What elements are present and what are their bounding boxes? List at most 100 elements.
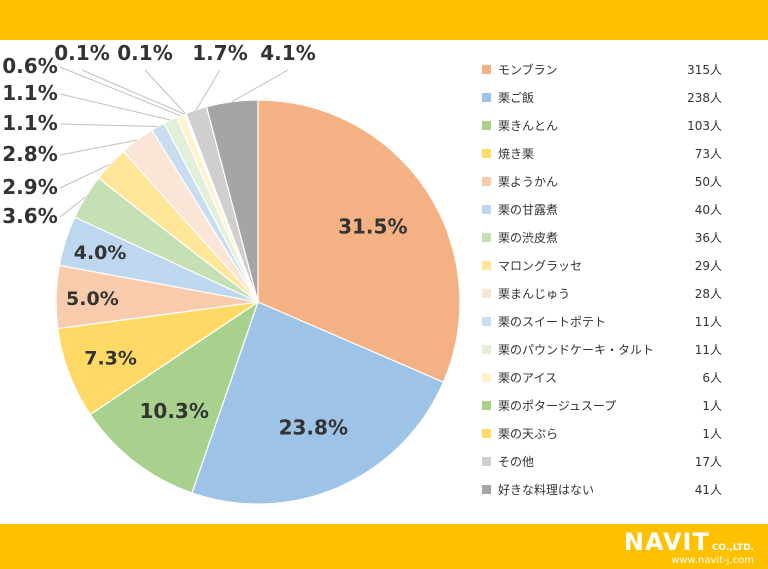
percent-label: 4.1% (260, 41, 315, 65)
percent-label: 23.8% (279, 416, 348, 440)
legend-label: マロングラッセ (498, 259, 582, 273)
legend-swatch (482, 205, 491, 214)
legend-label: その他 (498, 455, 534, 469)
leader-line (59, 66, 181, 117)
legend-label: 栗ご飯 (498, 90, 534, 105)
leader-line (59, 163, 111, 189)
legend-label: 栗まんじゅう (498, 287, 570, 301)
legend-count: 6人 (702, 371, 722, 385)
legend-swatch (482, 317, 491, 326)
percent-label: 1.1% (2, 81, 57, 105)
legend-count: 1人 (702, 427, 722, 441)
legend-swatch (482, 261, 491, 270)
legend-count: 1人 (702, 399, 722, 413)
leader-line (81, 69, 185, 115)
legend-swatch (482, 373, 491, 382)
legend-label: 好きな料理はない (498, 483, 594, 497)
legend-swatch (482, 65, 491, 74)
legend-swatch (482, 149, 491, 158)
leader-line (59, 123, 158, 127)
percent-label: 0.1% (54, 41, 109, 65)
legend-item: 栗の天ぷら 1人 (482, 427, 722, 441)
pie-slice (191, 301, 445, 505)
legend-count: 50人 (695, 175, 722, 189)
legend-item: 栗のスイートポテト 11人 (482, 315, 722, 329)
logo-suffix: CO.,LTD. (711, 543, 754, 553)
percent-label: 31.5% (338, 215, 407, 239)
legend-label: 栗の渋皮煮 (498, 231, 558, 245)
legend-swatch (482, 457, 491, 466)
legend-item: 栗のアイス 6人 (482, 371, 722, 385)
legend-label: 栗のスイートポテト (498, 315, 606, 329)
leader-lines (59, 66, 289, 218)
leader-line (59, 139, 138, 156)
percent-label: 2.8% (2, 142, 57, 166)
leader-line (59, 196, 86, 218)
pie-slice (89, 300, 260, 494)
legend-swatch (482, 429, 491, 438)
percent-label: 4.0% (74, 242, 127, 264)
legend-label: 栗のアイス (498, 371, 557, 385)
legend-item: 栗のポタージュスープ 1人 (482, 399, 722, 413)
bottom-band (0, 524, 768, 569)
legend-swatch (482, 289, 491, 298)
legend-item: 栗の渋皮煮 36人 (482, 231, 722, 245)
percent-label: 2.9% (2, 175, 57, 199)
legend-count: 73人 (695, 147, 722, 161)
legend-item: マロングラッセ 29人 (482, 259, 722, 273)
top-band (0, 0, 768, 40)
legend-item: 栗きんとん 103人 (482, 119, 722, 133)
legend-swatch (482, 485, 491, 494)
percent-label: 3.6% (2, 204, 57, 228)
legend-count: 29人 (695, 259, 722, 273)
legend-count: 238人 (687, 91, 722, 105)
legend-label: 焼き栗 (498, 147, 534, 161)
pie-chart: 31.5% 23.8% 10.3% 7.3% 5.0% 4.0% 3.6% 2.9% 2.8% 1… (2, 41, 722, 505)
legend-count: 28人 (695, 287, 722, 301)
legend-item: 焼き栗 73人 (482, 147, 722, 161)
legend-swatch (482, 401, 491, 410)
legend-count: 40人 (695, 203, 722, 217)
legend-label: 栗のパウンドケーキ・タルト (498, 343, 654, 357)
percent-label: 7.3% (84, 348, 137, 370)
legend-count: 11人 (695, 315, 722, 329)
legend-item: 栗ご飯 238人 (482, 90, 722, 105)
legend-label: 栗の天ぷら (498, 427, 558, 441)
pie-slice (257, 99, 461, 384)
legend-swatch (482, 93, 491, 102)
legend-count: 315人 (687, 63, 722, 77)
percent-label: 1.7% (192, 41, 247, 65)
leader-line (231, 69, 289, 103)
legend-swatch (482, 345, 491, 354)
pie-slice (205, 99, 259, 303)
legend-count: 103人 (687, 119, 722, 133)
legend-swatch (482, 233, 491, 242)
legend-count: 17人 (695, 455, 722, 469)
company-logo: NAVIT CO.,LTD. www.navit-j.com (624, 529, 754, 566)
legend-item: 栗の甘露煮 40人 (482, 203, 722, 217)
legend-item: その他 17人 (482, 455, 722, 469)
percent-label: 0.6% (2, 54, 57, 78)
legend-item: 栗ようかん 50人 (482, 175, 722, 189)
legend-label: 栗きんとん (498, 119, 558, 133)
legend-count: 36人 (695, 231, 722, 245)
leader-line (144, 69, 186, 114)
legend-item: 栗まんじゅう 28人 (482, 287, 722, 301)
percent-label: 5.0% (66, 288, 119, 310)
legend-label: 栗の甘露煮 (498, 203, 558, 217)
logo-brand: NAVIT (623, 528, 710, 556)
leader-line (195, 69, 221, 110)
legend-count: 41人 (695, 483, 722, 497)
legend-label: モンブラン (498, 62, 558, 77)
legend-item: モンブラン 315人 (482, 62, 722, 77)
legend-item: 好きな料理はない 41人 (482, 483, 722, 497)
legend-swatch (482, 121, 491, 130)
legend-count: 11人 (695, 343, 722, 357)
percent-labels: 31.5% 23.8% 10.3% 7.3% 5.0% 4.0% 3.6% 2.9% 2.8% 1… (2, 41, 407, 440)
percent-label: 1.1% (2, 111, 57, 135)
legend-label: 栗ようかん (498, 175, 558, 189)
legend-item: 栗のパウンドケーキ・タルト 11人 (482, 343, 722, 357)
percent-label: 10.3% (140, 399, 209, 423)
logo-url: www.navit-j.com (671, 555, 754, 566)
